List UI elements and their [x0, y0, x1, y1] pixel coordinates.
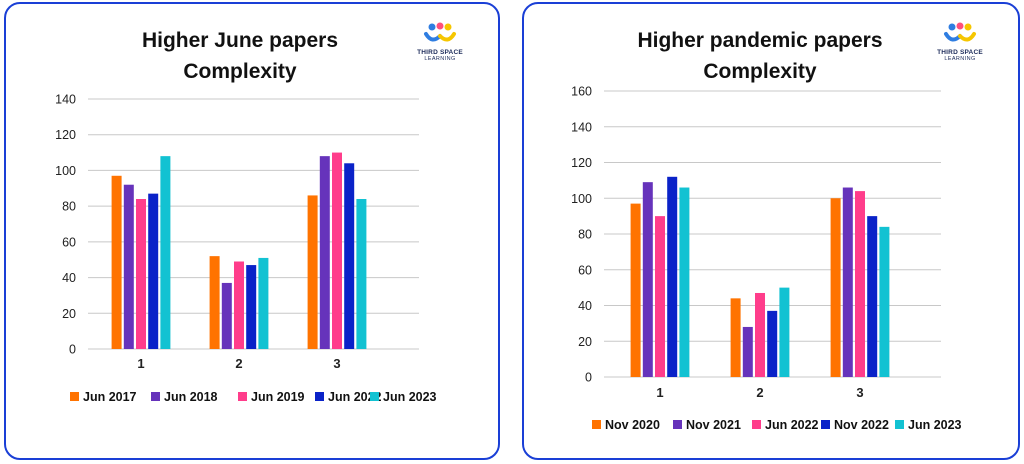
legend-label: Jun 2023: [908, 418, 962, 432]
bar-jun-2017: [307, 195, 318, 349]
y-tick-label: 60: [62, 235, 76, 249]
chart-panel-june: Higher June papers Complexity 0 20 40 60 80 100…: [4, 2, 500, 460]
chart-title-line: Complexity: [703, 60, 817, 83]
bar-nov-2020: [730, 298, 741, 377]
x-category-label: 1: [656, 385, 663, 400]
logo-people-icon: [944, 22, 976, 42]
legend-label: Nov 2022: [834, 418, 889, 432]
x-category-label: 1: [137, 356, 144, 371]
y-tick-label: 60: [578, 263, 592, 277]
legend-swatch: [151, 392, 160, 401]
logo-text-brand: THIRD SPACE: [937, 49, 983, 56]
legend-label: Jun 2023: [383, 390, 437, 404]
legend-swatch: [673, 420, 682, 429]
legend-label: Nov 2021: [686, 418, 741, 432]
bar-jun-2022: [755, 292, 765, 377]
bar-nov-2022: [867, 216, 878, 377]
legend-swatch: [752, 420, 761, 429]
bar-jun-2017: [209, 256, 220, 349]
legend-label: Jun 2022: [765, 418, 819, 432]
legend-label: Jun 2018: [164, 390, 218, 404]
x-category-label: 3: [333, 356, 340, 371]
legend-label: Nov 2020: [605, 418, 660, 432]
bar-nov-2021: [842, 187, 853, 377]
y-tick-label: 20: [62, 307, 76, 321]
bar-nov-2022: [767, 310, 778, 377]
y-tick-label: 80: [578, 228, 592, 242]
y-tick-label: 100: [571, 192, 592, 206]
bar-jun-2023: [779, 287, 790, 377]
x-category-label: 2: [235, 356, 242, 371]
y-tick-label: 80: [62, 200, 76, 214]
chart-title-line: Higher pandemic papers: [637, 29, 882, 52]
bar-jun-2023: [356, 199, 367, 349]
y-tick-label: 120: [571, 156, 592, 170]
bar-jun-2017: [111, 175, 122, 349]
legend-swatch: [821, 420, 830, 429]
third-space-logo: THIRD SPACE LEARNING: [400, 22, 480, 62]
y-tick-label: 0: [69, 343, 76, 357]
legend-label: Jun 2017: [83, 390, 137, 404]
bar-jun-2018: [221, 282, 232, 349]
chart-title-line: Complexity: [183, 60, 297, 83]
logo-people-icon: [424, 22, 456, 42]
legend-swatch: [70, 392, 79, 401]
chart-panel-pandemic: Higher pandemic papers Complexity 0 20 40 60 8…: [522, 2, 1020, 460]
legend-swatch: [315, 392, 324, 401]
bar-jun-2023: [679, 187, 690, 377]
y-tick-label: 40: [62, 271, 76, 285]
y-tick-label: 20: [578, 335, 592, 349]
legend-swatch: [895, 420, 904, 429]
bar-jun-2023: [258, 257, 269, 349]
bar-jun-2022: [344, 163, 355, 349]
third-space-logo: THIRD SPACE LEARNING: [920, 22, 1000, 62]
y-tick-label: 100: [55, 164, 76, 178]
pandemic-chart: Higher pandemic papers Complexity 0 20 40 60 8…: [571, 29, 962, 432]
logo-text-brand: THIRD SPACE: [417, 49, 463, 56]
bar-jun-2019: [136, 199, 146, 349]
logo-text-sub: LEARNING: [424, 56, 456, 62]
x-category-label: 3: [856, 385, 863, 400]
bar-nov-2021: [742, 326, 753, 377]
legend-swatch: [238, 392, 247, 401]
bar-jun-2022: [148, 193, 159, 349]
bar-jun-2022: [855, 191, 865, 377]
bar-jun-2023: [879, 226, 890, 377]
bar-nov-2020: [830, 198, 841, 377]
y-tick-label: 120: [55, 128, 76, 142]
legend-label: Jun 2019: [251, 390, 305, 404]
legend-swatch: [592, 420, 601, 429]
bar-jun-2022: [246, 265, 257, 349]
y-tick-label: 40: [578, 299, 592, 313]
june-chart: Higher June papers Complexity 0 20 40 60 80 100…: [55, 29, 437, 404]
bar-nov-2021: [642, 182, 653, 377]
bar-nov-2022: [667, 176, 678, 377]
legend-swatch: [370, 392, 379, 401]
y-tick-label: 0: [585, 371, 592, 385]
bar-jun-2023: [160, 156, 171, 349]
y-tick-label: 140: [571, 120, 592, 134]
bar-jun-2018: [123, 184, 134, 349]
y-tick-label: 160: [571, 85, 592, 99]
bar-nov-2020: [630, 203, 641, 377]
x-category-label: 2: [756, 385, 763, 400]
chart-title-line: Higher June papers: [142, 29, 338, 52]
legend-label: Jun 2022: [328, 390, 382, 404]
bar-jun-2022: [655, 216, 665, 377]
bar-jun-2018: [319, 156, 330, 349]
y-tick-label: 140: [55, 93, 76, 107]
bar-jun-2019: [332, 152, 342, 349]
bar-jun-2019: [234, 261, 244, 349]
logo-text-sub: LEARNING: [944, 56, 976, 62]
